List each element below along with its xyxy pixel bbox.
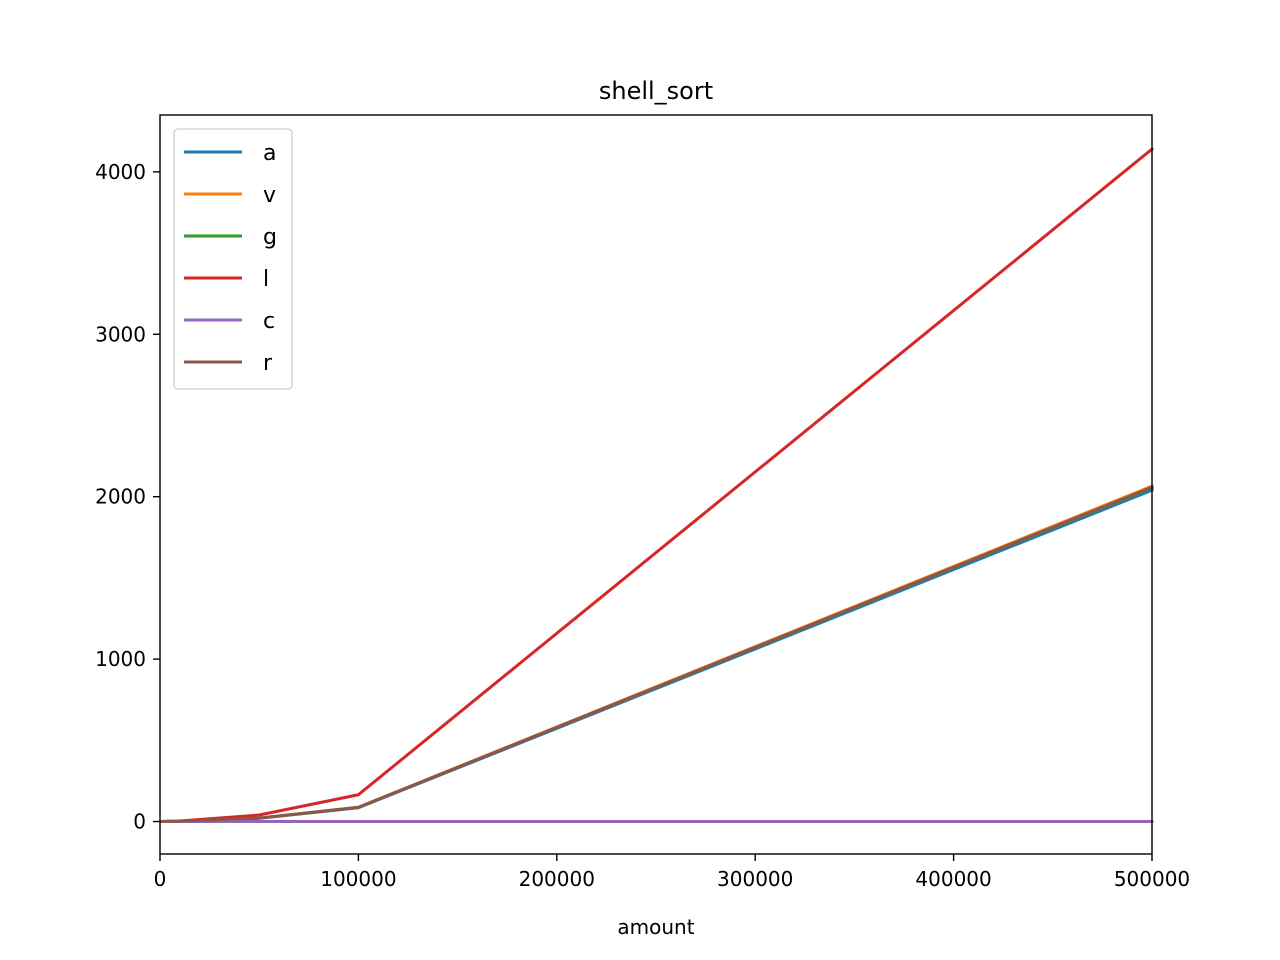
legend-box bbox=[173, 128, 293, 390]
series-line-g bbox=[160, 485, 1154, 824]
legend-label-v: v bbox=[263, 183, 276, 208]
x-tick-label: 500000 bbox=[1114, 867, 1190, 891]
y-tick-label: 2000 bbox=[95, 485, 146, 509]
x-tick-label: 0 bbox=[154, 867, 167, 891]
legend-label-c: c bbox=[263, 309, 275, 334]
plot-frame bbox=[159, 114, 1153, 855]
series-line-v bbox=[160, 484, 1154, 824]
series-line-l bbox=[160, 146, 1155, 824]
x-tick-label: 300000 bbox=[717, 867, 793, 891]
y-tick-label: 3000 bbox=[95, 322, 146, 346]
y-axis: 0 1000 2000 3000 4000 bbox=[95, 160, 160, 834]
series-line-r bbox=[160, 485, 1154, 824]
x-axis-label: amount bbox=[617, 915, 694, 939]
x-tick-label: 400000 bbox=[915, 867, 991, 891]
legend-label-a: a bbox=[263, 141, 276, 166]
y-tick-label: 1000 bbox=[95, 647, 146, 671]
y-tick-label: 4000 bbox=[95, 160, 146, 184]
series-layer bbox=[160, 146, 1155, 824]
x-tick-label: 200000 bbox=[519, 867, 595, 891]
y-tick-label: 0 bbox=[133, 810, 146, 834]
legend-label-r: r bbox=[263, 351, 273, 376]
legend-label-l: l bbox=[263, 267, 269, 292]
legend-label-g: g bbox=[263, 225, 277, 250]
x-axis: 0 100000 200000 300000 400000 500000 bbox=[154, 854, 1190, 891]
series-line-a bbox=[160, 488, 1154, 824]
chart-title: shell_sort bbox=[599, 77, 713, 105]
x-tick-label: 100000 bbox=[320, 867, 396, 891]
